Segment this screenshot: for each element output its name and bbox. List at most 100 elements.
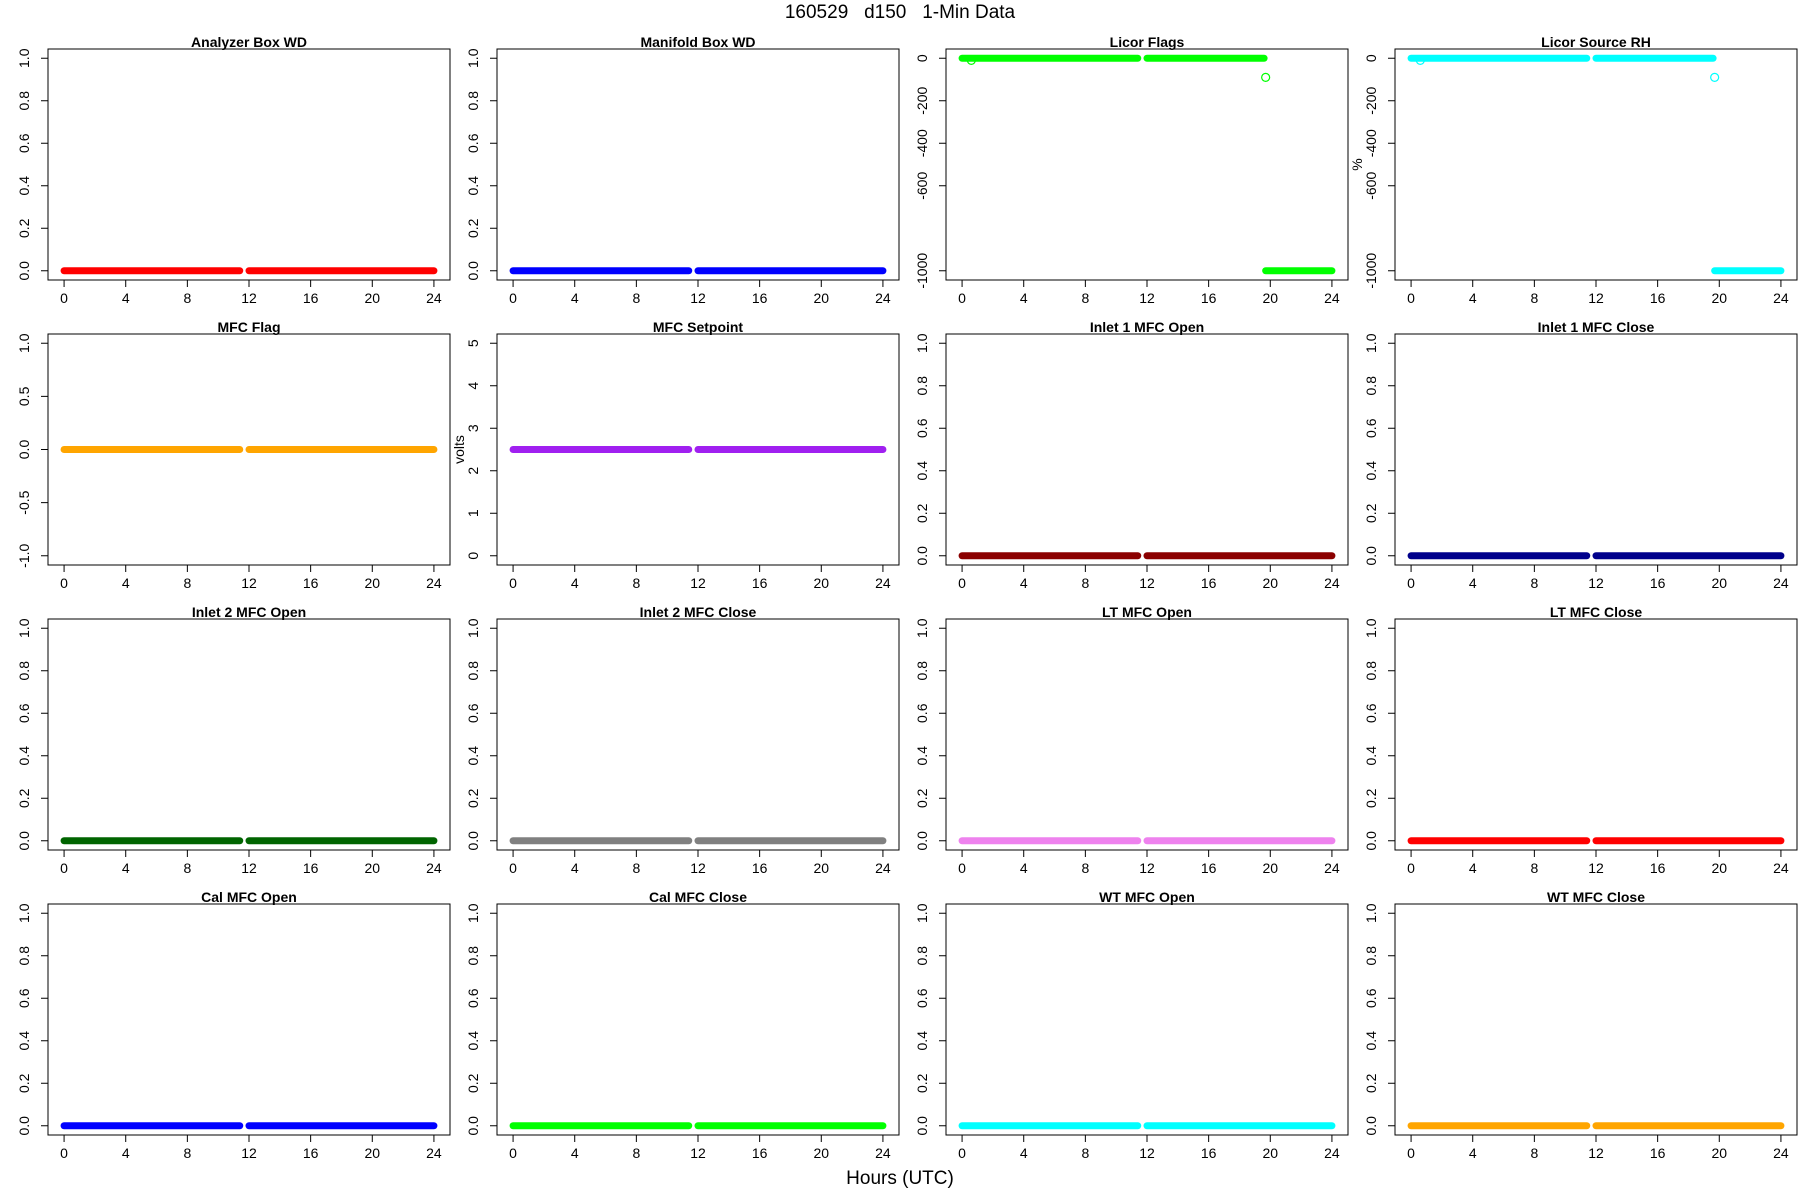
y-tick-label: 0.0 [1363, 1116, 1379, 1136]
x-tick-label: 4 [122, 575, 130, 591]
plot-frame [496, 903, 900, 1136]
y-tick-label: 0.4 [16, 746, 32, 766]
x-tick-label: 20 [1262, 1145, 1278, 1161]
x-tick-label: 20 [1711, 860, 1727, 876]
y-tick-label: 0.0 [16, 831, 32, 851]
data-point [1261, 72, 1271, 82]
y-tick-label: 0.6 [914, 418, 930, 438]
x-tick-label: 16 [1201, 860, 1217, 876]
plot-frame [945, 618, 1349, 851]
x-tick-label: 16 [752, 860, 768, 876]
x-tick-label: 12 [241, 575, 257, 591]
y-axis-label: volts [451, 435, 467, 464]
y-tick-label: 0.8 [465, 661, 481, 681]
x-tick-label: 0 [60, 290, 68, 306]
y-tick-label: 0.0 [1363, 546, 1379, 566]
y-tick-label: -1000 [1363, 253, 1379, 289]
y-tick-label: 1.0 [16, 333, 32, 353]
y-tick-label: 1.0 [914, 618, 930, 638]
y-tick-label: 0 [914, 54, 930, 62]
y-tick-label: 0.0 [465, 261, 481, 281]
x-tick-label: 4 [1020, 860, 1028, 876]
chart-panel: MFC Flag 0 4 8 12 16 20 24 -1.0 -0.5 0.0 0.5 1.0 [16, 319, 451, 591]
chart-panel: Cal MFC Close 0 4 8 12 16 20 24 0.0 0.2 0.4 0.6 0.8 1… [465, 889, 900, 1161]
x-tick-label: 20 [813, 860, 829, 876]
y-tick-label: 1 [465, 509, 481, 517]
x-tick-label: 16 [1201, 1145, 1217, 1161]
y-axis-label: % [1349, 158, 1365, 170]
x-tick-label: 8 [1081, 860, 1089, 876]
x-tick-label: 4 [1469, 290, 1477, 306]
panel-title: WT MFC Close [1547, 889, 1645, 905]
chart-panel: Cal MFC Open 0 4 8 12 16 20 24 0.0 0.2 0.4 0.6 0.8 1.… [16, 889, 451, 1161]
chart-panel: Inlet 1 MFC Close 0 4 8 12 16 20 24 0.0 0.2 0.4 0.6… [1363, 319, 1798, 591]
plot-frame [47, 48, 451, 281]
x-tick-label: 0 [1407, 1145, 1415, 1161]
plot-frame [47, 618, 451, 851]
chart-panel: LT MFC Close 0 4 8 12 16 20 24 0.0 0.2 0.4 0.6 0.8 1.… [1363, 604, 1798, 876]
y-tick-label: 0.0 [16, 261, 32, 281]
y-tick-label: 0.4 [465, 1031, 481, 1051]
x-tick-label: 24 [1773, 860, 1789, 876]
y-tick-label: 0.4 [16, 1031, 32, 1051]
x-tick-label: 16 [1650, 1145, 1666, 1161]
y-tick-label: 0.4 [914, 461, 930, 481]
x-axis-title: Hours (UTC) [846, 1168, 954, 1189]
x-tick-label: 0 [509, 860, 517, 876]
y-tick-label: 0.4 [914, 746, 930, 766]
x-tick-label: 24 [1324, 1145, 1340, 1161]
x-tick-label: 0 [60, 1145, 68, 1161]
x-tick-label: 12 [1139, 1145, 1155, 1161]
x-tick-label: 0 [958, 1145, 966, 1161]
y-tick-label: 0.8 [465, 946, 481, 966]
y-tick-label: 0.4 [1363, 1031, 1379, 1051]
x-tick-label: 20 [1262, 290, 1278, 306]
y-tick-label: 0.8 [1363, 946, 1379, 966]
x-tick-label: 4 [122, 860, 130, 876]
x-tick-label: 16 [1650, 575, 1666, 591]
x-tick-label: 16 [1201, 575, 1217, 591]
chart-panel: Licor Flags 0 4 8 12 16 20 24 0 -200 -400 -600 -1000 [914, 34, 1349, 306]
x-tick-label: 4 [122, 1145, 130, 1161]
data-point [1710, 72, 1720, 82]
y-tick-label: 0.2 [465, 1073, 481, 1093]
panel-title: Cal MFC Open [201, 889, 297, 905]
x-tick-label: 24 [875, 575, 891, 591]
y-tick-label: 0.2 [16, 788, 32, 808]
y-tick-label: 0.2 [914, 503, 930, 523]
x-tick-label: 16 [1650, 290, 1666, 306]
panel-title: Inlet 1 MFC Open [1090, 319, 1204, 335]
x-tick-label: 8 [183, 1145, 191, 1161]
y-tick-label: 0.4 [914, 1031, 930, 1051]
x-tick-label: 16 [1201, 290, 1217, 306]
x-tick-label: 24 [1324, 290, 1340, 306]
x-tick-label: 12 [690, 575, 706, 591]
y-tick-label: 0.6 [465, 988, 481, 1008]
y-tick-label: -1.0 [16, 543, 32, 567]
y-tick-label: 0.6 [465, 133, 481, 153]
chart-panel: Inlet 1 MFC Open 0 4 8 12 16 20 24 0.0 0.2 0.4 0.6 0… [914, 319, 1349, 591]
y-tick-label: 0.2 [465, 218, 481, 238]
y-tick-label: 0.4 [16, 176, 32, 196]
x-tick-label: 4 [571, 1145, 579, 1161]
plot-frame [945, 48, 1349, 281]
plot-frame [1394, 48, 1798, 281]
y-tick-label: 0.8 [914, 946, 930, 966]
x-tick-label: 8 [632, 1145, 640, 1161]
x-tick-label: 20 [813, 1145, 829, 1161]
x-tick-label: 8 [632, 860, 640, 876]
x-tick-label: 12 [690, 1145, 706, 1161]
x-tick-label: 20 [1262, 575, 1278, 591]
y-tick-label: 0.5 [16, 386, 32, 406]
y-tick-label: 3 [465, 424, 481, 432]
data-point [966, 55, 976, 65]
y-tick-label: -400 [914, 129, 930, 157]
y-tick-label: 0.8 [465, 91, 481, 111]
x-tick-label: 12 [1588, 1145, 1604, 1161]
chart-panel: LT MFC Open 0 4 8 12 16 20 24 0.0 0.2 0.4 0.6 0.8 1.0 [914, 604, 1349, 876]
x-tick-label: 12 [241, 1145, 257, 1161]
x-tick-label: 4 [122, 290, 130, 306]
y-tick-label: 0.6 [465, 703, 481, 723]
y-tick-label: 1.0 [465, 48, 481, 68]
y-tick-label: 0.6 [16, 703, 32, 723]
